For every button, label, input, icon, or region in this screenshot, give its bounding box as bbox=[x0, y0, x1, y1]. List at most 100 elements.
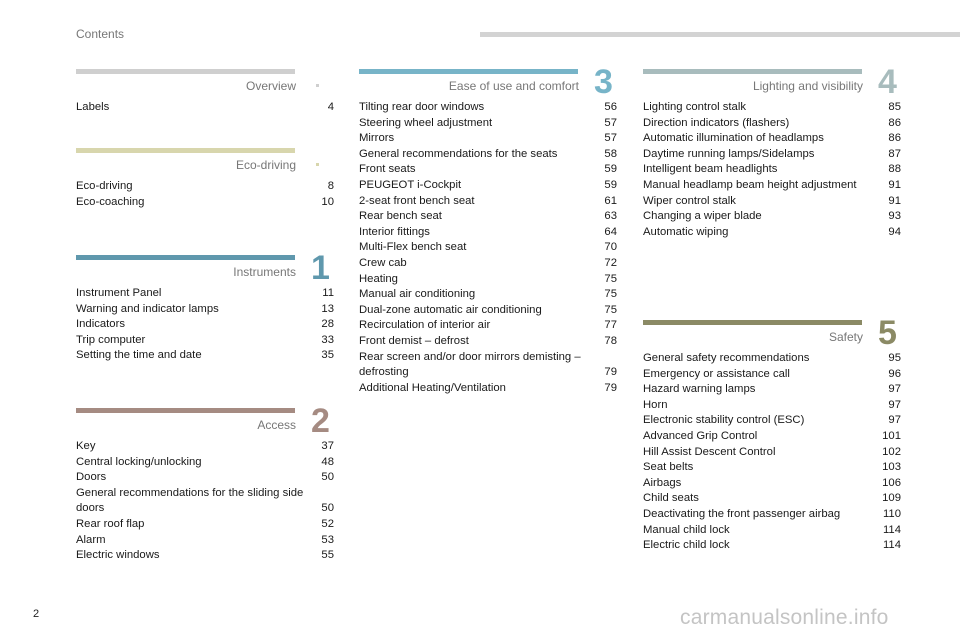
section-header: Ease of use and comfort 3 bbox=[359, 65, 617, 99]
toc-entry[interactable]: Crew cab 72 bbox=[359, 256, 617, 272]
toc-entry-title: Steering wheel adjustment bbox=[359, 116, 493, 129]
entry-list: Tilting rear door windows 56 Steering whee… bbox=[359, 100, 617, 396]
entry-list: Labels 4 bbox=[76, 100, 334, 116]
toc-entry[interactable]: Changing a wiper blade 93 bbox=[643, 209, 901, 225]
toc-entry-page: 109 bbox=[882, 492, 901, 505]
toc-entry[interactable]: General recommendations for the sliding … bbox=[76, 486, 334, 517]
section-color-bar bbox=[76, 148, 295, 153]
toc-entry[interactable]: Central locking/unlocking 48 bbox=[76, 455, 334, 471]
toc-entry[interactable]: Indicators 28 bbox=[76, 317, 334, 333]
toc-entry-page: 57 bbox=[604, 116, 617, 129]
toc-entry-title: Mirrors bbox=[359, 132, 395, 145]
section-title: Lighting and visibility bbox=[752, 79, 863, 93]
toc-entry-title: General recommendations for the seats bbox=[359, 147, 558, 160]
toc-entry[interactable]: Seat belts 103 bbox=[643, 460, 901, 476]
toc-entry-page: 61 bbox=[604, 194, 617, 207]
toc-entry-page: 64 bbox=[604, 225, 617, 238]
toc-entry[interactable]: General safety recommendations 95 bbox=[643, 351, 901, 367]
toc-entry-page: 37 bbox=[321, 440, 334, 452]
toc-entry-page: 106 bbox=[882, 476, 901, 489]
toc-entry-title: Emergency or assistance call bbox=[643, 367, 790, 380]
toc-entry[interactable]: Wiper control stalk 91 bbox=[643, 194, 901, 210]
toc-entry[interactable]: Trip computer 33 bbox=[76, 333, 334, 349]
toc-entry-title: Labels bbox=[76, 101, 110, 113]
toc-entry[interactable]: Intelligent beam headlights 88 bbox=[643, 162, 901, 178]
toc-entry-page: 57 bbox=[604, 132, 617, 145]
page-header-title: Contents bbox=[76, 27, 125, 41]
toc-entry[interactable]: Additional Heating/Ventilation 79 bbox=[359, 381, 617, 397]
toc-entry-page: 91 bbox=[888, 194, 901, 207]
toc-entry-page: 59 bbox=[604, 163, 617, 176]
toc-entry[interactable]: Labels 4 bbox=[76, 100, 334, 116]
toc-entry[interactable]: Electric windows 55 bbox=[76, 548, 334, 564]
toc-entry-title: Automatic illumination of headlamps bbox=[643, 132, 824, 145]
toc-entry-page: 97 bbox=[888, 414, 901, 427]
toc-entry-page: 10 bbox=[321, 195, 334, 208]
toc-entry-title: Deactivating the front passenger airbag bbox=[643, 507, 841, 520]
toc-entry[interactable]: Horn 97 bbox=[643, 398, 901, 414]
toc-entry[interactable]: Hazard warning lamps 97 bbox=[643, 382, 901, 398]
toc-entry-title: Heating bbox=[359, 272, 398, 285]
toc-entry[interactable]: 2-seat front bench seat 61 bbox=[359, 194, 617, 210]
toc-entry[interactable]: Setting the time and date 35 bbox=[76, 348, 334, 364]
toc-entry[interactable]: Instrument Panel 11 bbox=[76, 286, 334, 302]
section-title: Safety bbox=[828, 330, 863, 344]
toc-entry[interactable]: Manual child lock 114 bbox=[643, 523, 901, 539]
section-color-bar bbox=[643, 69, 862, 74]
toc-entry[interactable]: Eco-coaching 10 bbox=[76, 195, 334, 211]
toc-entry[interactable]: Manual headlamp beam height adjustment 91 bbox=[643, 178, 901, 194]
toc-entry-title: General recommendations for the sliding … bbox=[76, 486, 304, 515]
toc-entry[interactable]: General recommendations for the seats 58 bbox=[359, 147, 617, 163]
section-access: Access 2 Key 37 Central locking/unlocking 4… bbox=[76, 404, 334, 564]
toc-entry[interactable]: Heating 75 bbox=[359, 272, 617, 288]
toc-entry[interactable]: Alarm 53 bbox=[76, 533, 334, 549]
toc-entry[interactable]: Warning and indicator lamps 13 bbox=[76, 302, 334, 318]
toc-entry[interactable]: Rear roof flap 52 bbox=[76, 517, 334, 533]
toc-entry[interactable]: Lighting control stalk 85 bbox=[643, 100, 901, 116]
toc-entry[interactable]: PEUGEOT i-Cockpit 59 bbox=[359, 178, 617, 194]
toc-entry[interactable]: Airbags 106 bbox=[643, 476, 901, 492]
toc-entry[interactable]: Electronic stability control (ESC) 97 bbox=[643, 413, 901, 429]
toc-entry[interactable]: Mirrors 57 bbox=[359, 131, 617, 147]
toc-entry[interactable]: Eco-driving 8 bbox=[76, 179, 334, 195]
toc-entry[interactable]: Electric child lock 114 bbox=[643, 538, 901, 554]
toc-entry-title: Dual-zone automatic air conditioning bbox=[359, 303, 542, 316]
toc-entry-page: 75 bbox=[604, 303, 617, 316]
toc-entry[interactable]: Multi-Flex bench seat 70 bbox=[359, 240, 617, 256]
toc-entry[interactable]: Automatic illumination of headlamps 86 bbox=[643, 131, 901, 147]
toc-entry-page: 102 bbox=[882, 445, 901, 458]
section-header: Overview bbox=[76, 69, 334, 93]
toc-entry[interactable]: Key 37 bbox=[76, 439, 334, 455]
section-color-bar bbox=[76, 255, 295, 260]
section-header: Instruments 1 bbox=[76, 251, 334, 285]
toc-entry[interactable]: Daytime running lamps/Sidelamps 87 bbox=[643, 147, 901, 163]
toc-entry[interactable]: Interior fittings 64 bbox=[359, 225, 617, 241]
toc-entry[interactable]: Hill Assist Descent Control 102 bbox=[643, 445, 901, 461]
toc-entry-title: Front demist – defrost bbox=[359, 334, 469, 347]
toc-entry[interactable]: Dual-zone automatic air conditioning 75 bbox=[359, 303, 617, 319]
toc-entry-title: Lighting control stalk bbox=[643, 101, 746, 113]
toc-entry[interactable]: Advanced Grip Control 101 bbox=[643, 429, 901, 445]
toc-entry[interactable]: Rear screen and/or door mirrors demistin… bbox=[359, 350, 617, 381]
toc-entry[interactable]: Manual air conditioning 75 bbox=[359, 287, 617, 303]
toc-entry[interactable]: Front seats 59 bbox=[359, 162, 617, 178]
toc-entry[interactable]: Emergency or assistance call 96 bbox=[643, 367, 901, 383]
toc-entry[interactable]: Deactivating the front passenger airbag 1… bbox=[643, 507, 901, 523]
toc-entry[interactable]: Automatic wiping 94 bbox=[643, 225, 901, 241]
toc-entry[interactable]: Tilting rear door windows 56 bbox=[359, 100, 617, 116]
toc-entry[interactable]: Recirculation of interior air 77 bbox=[359, 318, 617, 334]
toc-entry-title: Interior fittings bbox=[359, 225, 430, 238]
toc-entry[interactable]: Doors 50 bbox=[76, 470, 334, 486]
toc-entry[interactable]: Front demist – defrost 78 bbox=[359, 334, 617, 350]
toc-entry[interactable]: Child seats 109 bbox=[643, 491, 901, 507]
toc-entry-page: 114 bbox=[882, 523, 901, 536]
toc-entry-title: 2-seat front bench seat bbox=[359, 194, 475, 207]
toc-entry[interactable]: Steering wheel adjustment 57 bbox=[359, 116, 617, 132]
toc-entry-page: 77 bbox=[604, 319, 617, 332]
toc-entry-title: Doors bbox=[76, 471, 107, 484]
toc-entry[interactable]: Direction indicators (flashers) 86 bbox=[643, 116, 901, 132]
toc-entry-title: Hill Assist Descent Control bbox=[643, 445, 776, 458]
page-number: 2 bbox=[33, 608, 40, 620]
section-eco-driving: Eco-driving Eco-driving 8 Eco-coaching 10 bbox=[76, 148, 334, 210]
toc-entry[interactable]: Rear bench seat 63 bbox=[359, 209, 617, 225]
